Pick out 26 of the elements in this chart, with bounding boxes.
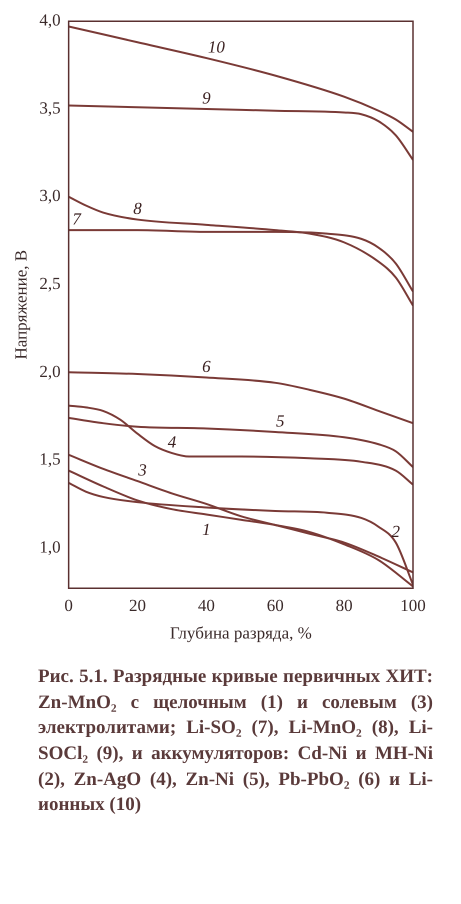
series-label: 4 — [168, 432, 177, 452]
x-tick-label: 60 — [266, 596, 284, 615]
y-tick-label: 2,0 — [39, 362, 61, 381]
x-tick-label: 80 — [336, 596, 353, 615]
series-label: 1 — [202, 520, 211, 539]
series-label: 2 — [392, 522, 401, 542]
x-tick-label: 20 — [129, 596, 146, 615]
y-tick-label: 1,0 — [39, 537, 61, 556]
y-tick-label: 4,0 — [39, 10, 61, 30]
x-tick-label: 40 — [198, 596, 215, 615]
series-label: 7 — [72, 210, 82, 229]
y-tick-label: 3,0 — [39, 186, 61, 206]
text: Рис. 5.1. Разрядные кривые первичных ХИТ: Zn-MnO₂ с щелочным (1) и солевым (3) электролитами; Li-SO₂ (7), Li-MnO₂ (8), Li-SOCl₂ (9), и аккумуляторов: Cd-Ni и MH-Ni (2), Zn-AgO (4), Zn-Ni (5), Pb-PbO₂ (6) и Li-ионных (10) — [37, 665, 434, 818]
y-axis-title: Напряжение, В — [12, 250, 31, 360]
series-label: 10 — [208, 38, 226, 57]
series-label: 6 — [202, 357, 212, 376]
y-tick-label: 2,5 — [39, 274, 61, 293]
x-axis-title: Глубина разряда, % — [170, 623, 312, 642]
x-tick-label: 100 — [400, 596, 426, 615]
y-tick-label: 1,5 — [39, 450, 61, 469]
y-tick-label: 3,5 — [39, 98, 61, 118]
series-label: 3 — [137, 460, 147, 480]
series-label: 9 — [202, 88, 212, 108]
series-label: 5 — [276, 411, 285, 430]
x-tick-label: 0 — [64, 596, 73, 615]
series-label: 8 — [133, 199, 142, 218]
